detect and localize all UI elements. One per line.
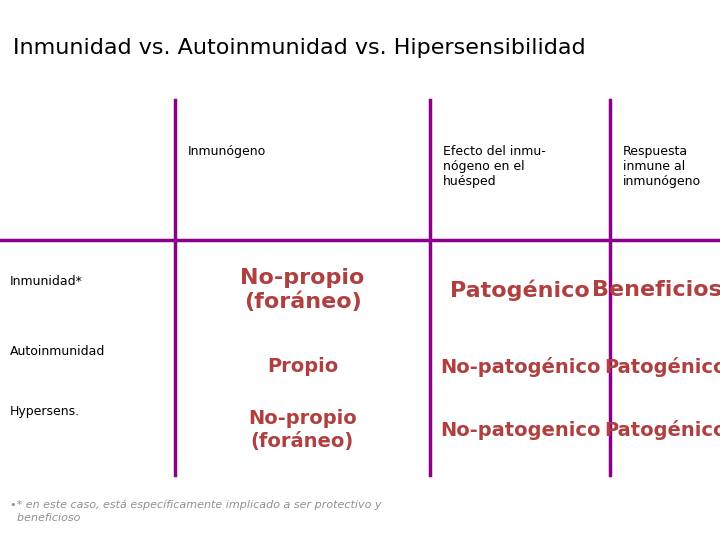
Text: Efecto del inmu-
nógeno en el
huésped: Efecto del inmu- nógeno en el huésped bbox=[443, 145, 546, 188]
Text: Inmunidad vs. Autoinmunidad vs. Hipersensibilidad: Inmunidad vs. Autoinmunidad vs. Hipersen… bbox=[13, 38, 585, 58]
Text: Patogénico: Patogénico bbox=[604, 357, 720, 377]
Text: Patogénico: Patogénico bbox=[450, 279, 590, 301]
Text: No-propio
(foráneo): No-propio (foráneo) bbox=[248, 409, 357, 450]
Text: Inmunidad*: Inmunidad* bbox=[10, 275, 83, 288]
Text: No-patogénico: No-patogénico bbox=[440, 357, 600, 377]
Text: Patogénico: Patogénico bbox=[604, 420, 720, 440]
Text: •* en este caso, está específicamente implicado a ser protectivo y: •* en este caso, está específicamente im… bbox=[10, 500, 382, 510]
Text: Autoinmunidad: Autoinmunidad bbox=[10, 345, 105, 358]
Text: Hypersens.: Hypersens. bbox=[10, 405, 80, 418]
Text: Respuesta
inmune al
inmunógeno: Respuesta inmune al inmunógeno bbox=[623, 145, 701, 188]
Text: No-propio
(foráneo): No-propio (foráneo) bbox=[240, 268, 365, 312]
Text: Inmunógeno: Inmunógeno bbox=[188, 145, 266, 158]
Text: Beneficioso: Beneficioso bbox=[593, 280, 720, 300]
Text: Propio: Propio bbox=[267, 357, 338, 376]
Text: No-patogenico: No-patogenico bbox=[440, 421, 600, 440]
Text: beneficioso: beneficioso bbox=[10, 513, 81, 523]
